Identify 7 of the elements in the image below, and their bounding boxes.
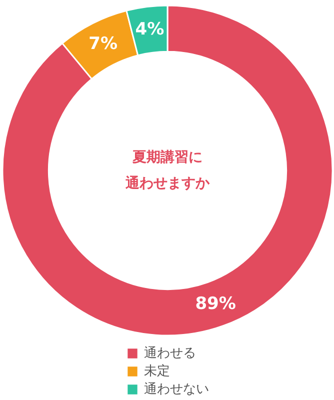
legend-label: 未定 xyxy=(144,363,170,380)
data-label: 4% xyxy=(135,20,164,40)
legend-label: 通わせる xyxy=(144,345,196,362)
text: 夏期講習に通わせますか xyxy=(124,148,210,192)
data-label: 89% xyxy=(195,294,236,314)
legend-label: 通わせない xyxy=(144,381,209,398)
data-label: 7% xyxy=(88,34,118,54)
